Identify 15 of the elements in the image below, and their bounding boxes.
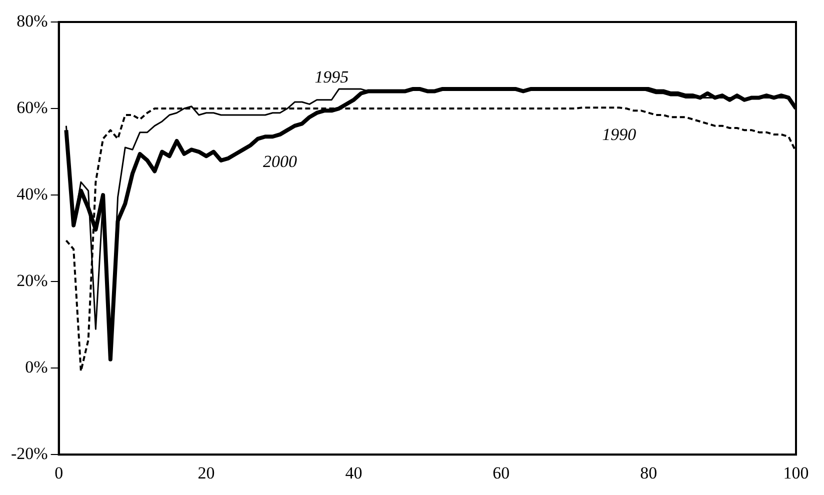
x-tick-label: 60 bbox=[492, 463, 510, 482]
x-tick-label: 20 bbox=[198, 463, 215, 482]
y-tick-label: 60% bbox=[16, 98, 48, 117]
y-tick-label: 0% bbox=[25, 358, 48, 377]
x-tick-label: 0 bbox=[54, 463, 64, 482]
y-tick-label: -20% bbox=[10, 444, 48, 464]
y-tick-label: 80% bbox=[16, 11, 48, 30]
series-label: 1995 bbox=[314, 67, 349, 86]
x-tick-label: 40 bbox=[345, 463, 362, 482]
x-tick-label: 80 bbox=[640, 463, 658, 482]
series-label: 2000 bbox=[262, 152, 298, 171]
series-label: 1990 bbox=[602, 125, 637, 144]
x-tick-label: 100 bbox=[783, 463, 809, 482]
y-tick-label: 20% bbox=[16, 271, 48, 290]
y-tick-label: 40% bbox=[16, 184, 48, 204]
